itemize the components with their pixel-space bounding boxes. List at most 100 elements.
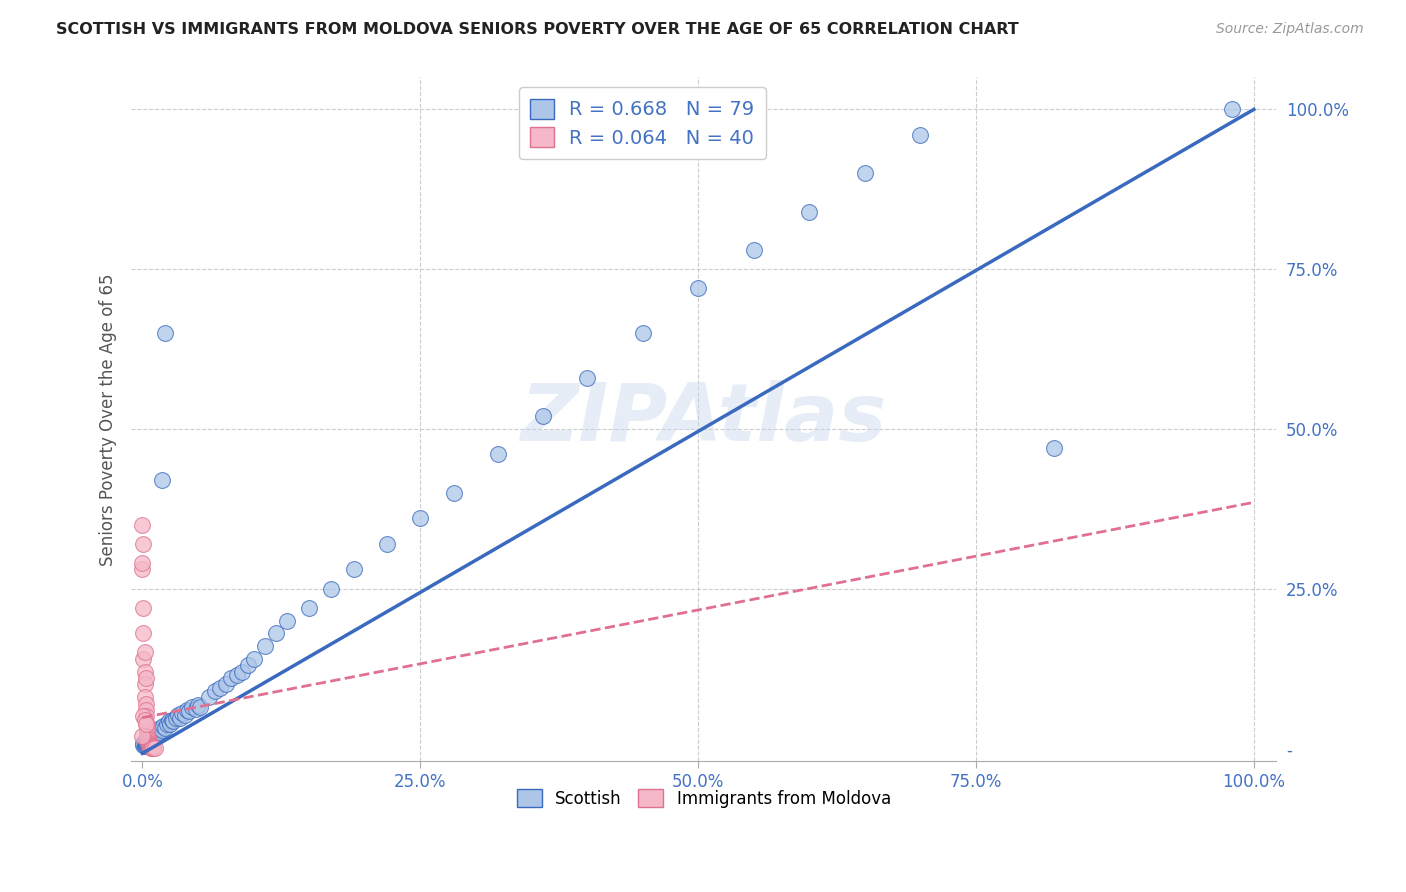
Point	[135, 725, 157, 739]
Point	[149, 721, 172, 735]
Point	[198, 690, 221, 705]
Point	[134, 713, 156, 727]
Point	[132, 736, 155, 750]
Point	[141, 740, 163, 755]
Y-axis label: Seniors Poverty Over the Age of 65: Seniors Poverty Over the Age of 65	[100, 273, 117, 566]
Point	[242, 652, 264, 666]
Text: Source: ZipAtlas.com: Source: ZipAtlas.com	[1216, 22, 1364, 37]
Point	[153, 326, 176, 340]
Point	[146, 728, 169, 742]
Point	[321, 582, 343, 596]
Point	[134, 738, 156, 752]
Point	[136, 735, 159, 749]
Point	[132, 600, 155, 615]
Point	[531, 409, 554, 423]
Point	[150, 723, 173, 738]
Point	[134, 645, 156, 659]
Point	[375, 537, 398, 551]
Point	[131, 729, 153, 743]
Point	[131, 562, 153, 576]
Point	[136, 738, 159, 752]
Point	[141, 729, 163, 743]
Point	[135, 722, 157, 736]
Point	[138, 736, 160, 750]
Point	[153, 721, 176, 735]
Point	[204, 683, 226, 698]
Point	[135, 697, 157, 711]
Text: ZIPAtlas: ZIPAtlas	[520, 380, 887, 458]
Point	[150, 473, 173, 487]
Point	[135, 703, 157, 717]
Point	[138, 735, 160, 749]
Point	[167, 708, 190, 723]
Point	[132, 709, 155, 723]
Point	[138, 737, 160, 751]
Point	[136, 730, 159, 744]
Point	[135, 733, 157, 747]
Point	[142, 731, 165, 746]
Point	[236, 658, 259, 673]
Point	[134, 665, 156, 679]
Point	[135, 729, 157, 743]
Point	[631, 326, 654, 340]
Point	[134, 739, 156, 754]
Point	[135, 738, 157, 752]
Point	[132, 537, 155, 551]
Point	[145, 726, 167, 740]
Point	[132, 738, 155, 752]
Point	[138, 738, 160, 752]
Point	[443, 485, 465, 500]
Point	[409, 511, 432, 525]
Point	[1043, 441, 1066, 455]
Point	[142, 741, 165, 756]
Point	[143, 730, 166, 744]
Point	[139, 739, 162, 754]
Point	[276, 614, 298, 628]
Point	[298, 600, 321, 615]
Point	[139, 735, 162, 749]
Point	[136, 730, 159, 744]
Point	[132, 652, 155, 666]
Point	[135, 735, 157, 749]
Point	[131, 517, 153, 532]
Point	[139, 739, 162, 753]
Point	[575, 370, 598, 384]
Point	[209, 681, 232, 695]
Point	[172, 706, 194, 721]
Point	[134, 735, 156, 749]
Point	[146, 723, 169, 738]
Point	[134, 690, 156, 705]
Legend: Scottish, Immigrants from Moldova: Scottish, Immigrants from Moldova	[510, 783, 897, 814]
Point	[159, 717, 181, 731]
Point	[156, 717, 179, 731]
Point	[135, 671, 157, 685]
Point	[138, 729, 160, 743]
Point	[157, 714, 180, 729]
Point	[342, 562, 364, 576]
Point	[135, 715, 157, 730]
Point	[135, 709, 157, 723]
Point	[165, 711, 187, 725]
Point	[264, 626, 287, 640]
Point	[132, 626, 155, 640]
Point	[225, 668, 247, 682]
Text: SCOTTISH VS IMMIGRANTS FROM MOLDOVA SENIORS POVERTY OVER THE AGE OF 65 CORRELATI: SCOTTISH VS IMMIGRANTS FROM MOLDOVA SENI…	[56, 22, 1019, 37]
Point	[141, 741, 163, 756]
Point	[169, 711, 191, 725]
Point	[136, 733, 159, 747]
Point	[135, 719, 157, 733]
Point	[136, 731, 159, 746]
Point	[141, 734, 163, 748]
Point	[135, 737, 157, 751]
Point	[141, 740, 163, 755]
Point	[143, 741, 166, 756]
Point	[148, 725, 170, 739]
Point	[162, 714, 184, 729]
Point	[134, 677, 156, 691]
Point	[141, 739, 163, 754]
Point	[142, 727, 165, 741]
Point	[181, 699, 204, 714]
Point	[176, 703, 198, 717]
Point	[177, 704, 200, 718]
Point	[486, 447, 509, 461]
